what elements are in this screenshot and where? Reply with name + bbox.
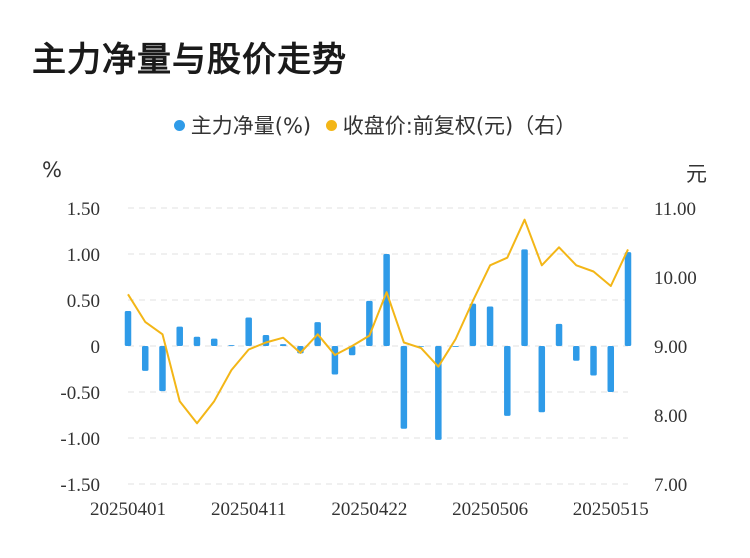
- x-tick-label: 20250411: [211, 499, 286, 520]
- bar: [193, 336, 201, 346]
- bar: [210, 338, 218, 346]
- bar: [435, 346, 442, 440]
- bar: [573, 346, 580, 361]
- right-axis-unit: 元: [686, 162, 707, 186]
- bar: [141, 346, 149, 371]
- bar: [538, 346, 546, 413]
- legend-label-net-flow: 主力净量(%): [190, 114, 312, 138]
- legend-label-close-price: 收盘价:前复权(元)（右）: [342, 114, 577, 138]
- right-tick-label: 10.00: [654, 268, 697, 289]
- left-tick-label: -1.00: [60, 429, 100, 450]
- left-axis-unit: %: [42, 158, 62, 182]
- bar: [504, 346, 511, 416]
- left-tick-label: -0.50: [60, 383, 100, 404]
- bar: [228, 345, 235, 346]
- left-tick-label: -1.50: [60, 475, 100, 496]
- legend-marker-net-flow: [173, 120, 185, 131]
- bar: [348, 346, 356, 356]
- right-tick-label: 8.00: [654, 406, 687, 427]
- bar: [331, 346, 339, 375]
- bar: [590, 346, 597, 376]
- bar: [607, 346, 615, 392]
- left-tick-label: 1.00: [67, 245, 100, 266]
- legend-item-net-flow[interactable]: 主力净量(%): [173, 110, 312, 140]
- bar: [245, 317, 252, 346]
- bar: [383, 254, 390, 346]
- bar: [159, 346, 166, 392]
- bar: [555, 323, 563, 346]
- bar: [400, 346, 408, 429]
- right-tick-label: 7.00: [654, 475, 687, 496]
- price-line: [127, 218, 629, 425]
- right-tick-label: 9.00: [654, 337, 687, 358]
- bar: [452, 346, 459, 347]
- right-tick-label: 11.00: [654, 199, 696, 220]
- legend: 主力净量(%) 收盘价:前复权(元)（右）: [0, 110, 750, 140]
- left-tick-label: 0.50: [67, 291, 100, 312]
- left-tick-label: 1.50: [67, 199, 100, 220]
- bar: [624, 252, 632, 346]
- chart-title: 主力净量与股价走势: [32, 40, 347, 80]
- x-tick-label: 20250401: [90, 499, 166, 520]
- bar: [176, 326, 183, 346]
- left-tick-label: 0: [91, 337, 101, 358]
- bar: [469, 303, 477, 346]
- bar: [521, 249, 528, 346]
- bar: [279, 344, 287, 346]
- x-tick-label: 20250515: [573, 499, 649, 520]
- x-tick-label: 20250422: [331, 499, 407, 520]
- bar: [366, 300, 373, 346]
- legend-item-close-price[interactable]: 收盘价:前复权(元)（右）: [325, 110, 577, 140]
- x-tick-label: 20250506: [452, 499, 528, 520]
- bar: [124, 311, 132, 346]
- bar: [486, 306, 494, 346]
- legend-marker-close-price: [325, 120, 337, 131]
